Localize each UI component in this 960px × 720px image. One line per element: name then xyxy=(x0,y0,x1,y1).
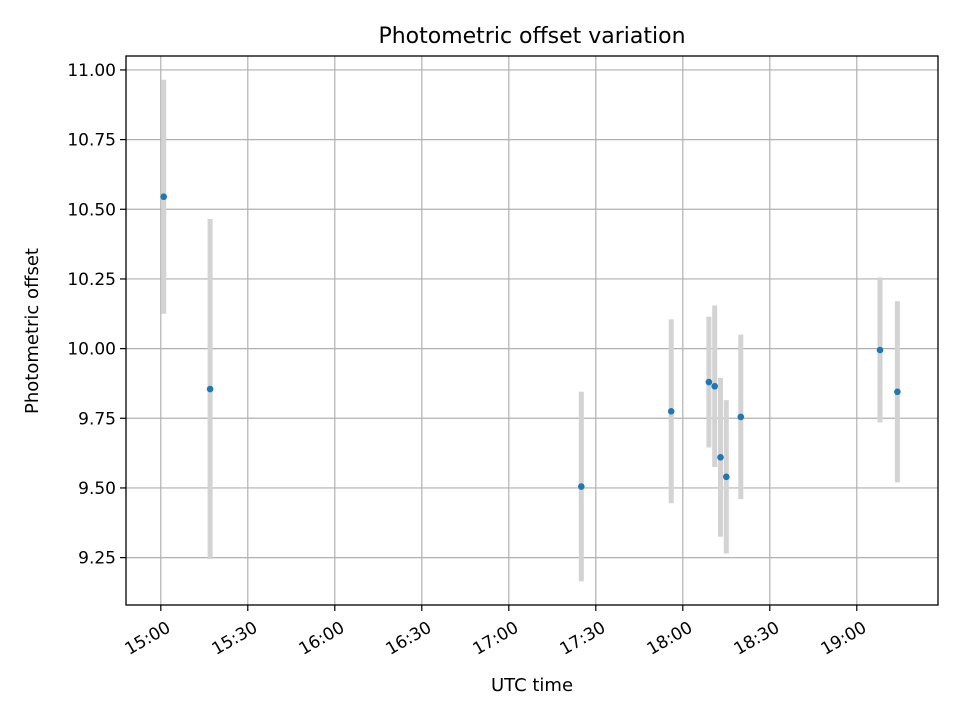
data-point xyxy=(160,193,167,201)
x-tick-label: 17:30 xyxy=(557,618,609,660)
y-tick-label: 11.00 xyxy=(67,61,116,81)
x-tick-label: 15:30 xyxy=(209,618,261,660)
x-tick-label: 18:00 xyxy=(644,618,696,660)
data-point xyxy=(705,378,713,386)
y-tick-label: 10.75 xyxy=(67,131,116,151)
x-axis-label: UTC time xyxy=(491,675,573,696)
y-tick-label: 10.00 xyxy=(67,340,116,360)
data-point xyxy=(717,453,724,461)
data-point xyxy=(723,473,730,481)
data-point xyxy=(667,408,675,415)
x-tick-label: 19:00 xyxy=(818,618,870,660)
x-tick-label: 18:30 xyxy=(731,618,783,660)
data-point xyxy=(206,385,214,393)
y-axis-label: Photometric offset xyxy=(22,248,43,414)
x-tick-label: 17:00 xyxy=(470,618,522,660)
y-tick-label: 10.25 xyxy=(67,270,116,290)
data-point xyxy=(711,382,718,390)
chart-title: Photometric offset variation xyxy=(378,24,685,49)
x-tick-label: 15:00 xyxy=(122,618,174,660)
y-tick-label: 9.75 xyxy=(78,409,116,429)
y-tick-label: 9.25 xyxy=(78,549,116,569)
data-point xyxy=(876,346,884,354)
x-tick-label: 16:30 xyxy=(383,618,435,660)
data-point xyxy=(578,483,585,490)
data-point xyxy=(737,413,745,421)
y-tick-label: 10.50 xyxy=(67,200,116,220)
y-tick-label: 9.50 xyxy=(78,479,116,499)
plot-frame xyxy=(125,55,939,606)
data-point xyxy=(894,388,901,396)
x-tick-label: 16:00 xyxy=(296,618,348,660)
